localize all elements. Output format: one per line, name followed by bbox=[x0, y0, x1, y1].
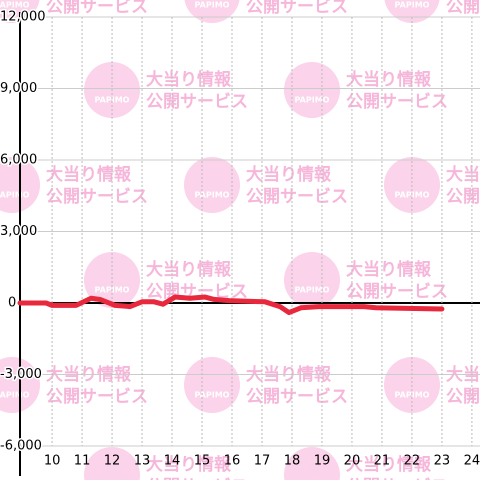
watermark-text: 公開サービス bbox=[446, 387, 480, 407]
watermark-logo: PAPIMO bbox=[0, 391, 30, 400]
watermark-text: 公開サービス bbox=[346, 477, 448, 480]
y-tick-label: -3,000 bbox=[0, 367, 42, 382]
watermark-logo: PAPIMO bbox=[295, 286, 330, 295]
x-tick-label: 16 bbox=[224, 454, 241, 469]
y-tick-label: 0 bbox=[8, 296, 16, 311]
watermark-circle bbox=[284, 252, 340, 308]
x-tick-label: 17 bbox=[254, 454, 271, 469]
y-tick-label: 12,000 bbox=[0, 10, 46, 25]
watermark-circle bbox=[0, 0, 40, 23]
y-tick-label: 3,000 bbox=[0, 224, 37, 239]
watermark-text: 公開サービス bbox=[146, 477, 248, 480]
x-tick-label: 11 bbox=[74, 454, 91, 469]
watermark-text: 大当り情報 bbox=[246, 164, 332, 185]
watermark-logo: PAPIMO bbox=[195, 391, 230, 400]
watermark-logo: PAPIMO bbox=[195, 191, 230, 200]
watermark-circle bbox=[184, 157, 240, 213]
x-tick-label: 19 bbox=[314, 454, 331, 469]
watermark-text: 公開サービス bbox=[346, 282, 448, 302]
watermark-text: 公開サービス bbox=[246, 387, 348, 407]
watermark-text: 公開サービス bbox=[46, 0, 148, 17]
x-tick-label: 21 bbox=[374, 454, 391, 469]
watermark-text: 大当り情報 bbox=[346, 454, 432, 475]
data-line bbox=[17, 294, 445, 316]
y-tick-label: 9,000 bbox=[0, 81, 37, 96]
y-tick-label: -6,000 bbox=[0, 439, 42, 454]
watermark-text: 公開サービス bbox=[446, 187, 480, 207]
watermark-text: 大当り情報 bbox=[146, 259, 232, 280]
watermark-logo: PAPIMO bbox=[395, 1, 430, 10]
watermark-text: 大当り情報 bbox=[346, 259, 432, 280]
watermark-logo: PAPIMO bbox=[0, 191, 30, 200]
watermark-text: 大当り情報 bbox=[346, 69, 432, 90]
watermark-text: 大当り情報 bbox=[446, 164, 480, 185]
x-tick-label: 18 bbox=[284, 454, 301, 469]
y-tick-label: 6,000 bbox=[0, 153, 37, 168]
watermark-logo: PAPIMO bbox=[295, 96, 330, 105]
watermark-text: 公開サービス bbox=[446, 0, 480, 17]
watermark-logo: PAPIMO bbox=[95, 96, 130, 105]
x-tick-label: 20 bbox=[344, 454, 361, 469]
watermark-text: 公開サービス bbox=[346, 92, 448, 112]
watermark-logo: PAPIMO bbox=[195, 1, 230, 10]
watermark-text: 大当り情報 bbox=[146, 69, 232, 90]
x-tick-label: 23 bbox=[434, 454, 451, 469]
watermark-circle bbox=[284, 447, 340, 480]
watermark-text: 公開サービス bbox=[246, 0, 348, 17]
watermark-circle bbox=[184, 357, 240, 413]
watermark-text: 大当り情報 bbox=[146, 454, 232, 475]
watermark-circle bbox=[284, 62, 340, 118]
x-tick-label: 13 bbox=[134, 454, 151, 469]
watermark-text: 公開サービス bbox=[46, 387, 148, 407]
x-tick-label: 10 bbox=[44, 454, 61, 469]
watermark-text: 公開サービス bbox=[146, 92, 248, 112]
x-tick-label: 12 bbox=[104, 454, 121, 469]
x-tick-label: 15 bbox=[194, 454, 211, 469]
x-tick-label: 24 bbox=[464, 454, 480, 469]
watermark-text: 大当り情報 bbox=[46, 164, 132, 185]
x-tick-label: 22 bbox=[404, 454, 421, 469]
watermark-text: 公開サービス bbox=[246, 187, 348, 207]
watermark-logo: PAPIMO bbox=[0, 1, 30, 10]
x-tick-label: 14 bbox=[164, 454, 181, 469]
watermark-text: 公開サービス bbox=[46, 187, 148, 207]
watermark-circle bbox=[84, 447, 140, 480]
watermark-circle bbox=[84, 252, 140, 308]
